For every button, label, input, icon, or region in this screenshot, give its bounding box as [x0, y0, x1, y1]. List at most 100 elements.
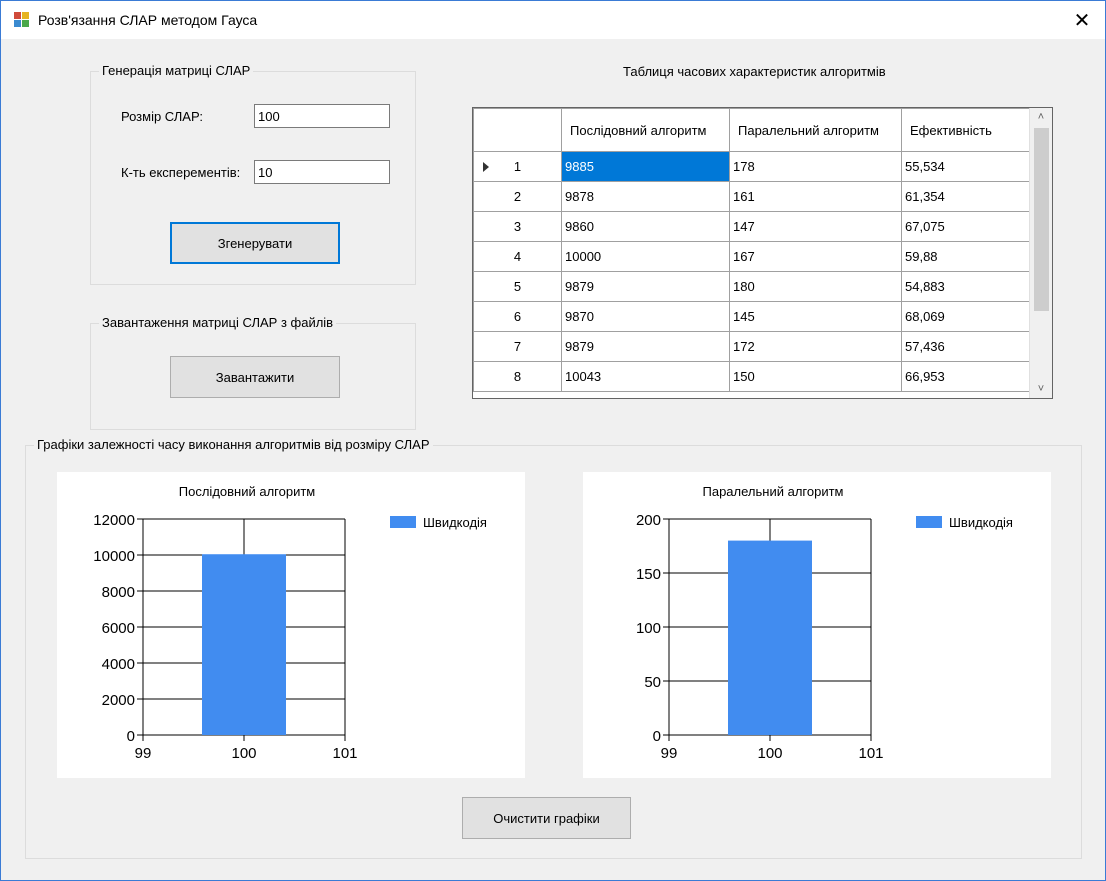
table-row[interactable]: 3 9860 147 67,075: [473, 211, 1030, 242]
scroll-down-icon[interactable]: ˅: [1037, 383, 1045, 395]
size-input[interactable]: [254, 104, 390, 128]
loading-group-legend: Завантаження матриці СЛАР з файлів: [99, 315, 337, 330]
x-tick-label: 99: [135, 745, 152, 762]
sequential-cell[interactable]: 9870: [561, 301, 730, 332]
table-row[interactable]: 6 9870 145 68,069: [473, 301, 1030, 332]
charts-group: Графіки залежності часу виконання алгори…: [25, 437, 1082, 859]
sequential-cell[interactable]: 10000: [561, 241, 730, 272]
window-title: Розв'язання СЛАР методом Гауса: [38, 12, 258, 28]
y-tick-label: 6000: [102, 620, 135, 637]
efficiency-cell[interactable]: 55,534: [901, 151, 1030, 182]
table-caption: Таблиця часових характеристик алгоритмів: [623, 64, 886, 79]
chart-svg: Послідовний алгоритм 0 2000 4000 6000 8000 100…: [93, 484, 487, 762]
row-header[interactable]: 8: [473, 361, 562, 392]
legend-swatch: [916, 516, 942, 528]
efficiency-cell[interactable]: 61,354: [901, 181, 1030, 212]
table-header-row: Послідовний алгоритм Паралельний алгорит…: [473, 108, 1030, 152]
row-header[interactable]: 1: [473, 151, 562, 182]
generation-group: Генерація матриці СЛАР: [90, 63, 416, 285]
column-header-sequential[interactable]: Послідовний алгоритм: [561, 108, 730, 152]
sequential-cell[interactable]: 9879: [561, 271, 730, 302]
row-number: 1: [513, 159, 522, 174]
chart-svg: Паралельний алгоритм 0 50 100 150 200 99 100 101…: [636, 484, 1013, 762]
column-header-parallel[interactable]: Паралельний алгоритм: [729, 108, 902, 152]
results-grid[interactable]: Послідовний алгоритм Паралельний алгорит…: [472, 107, 1053, 399]
sequential-chart: Послідовний алгоритм 0 2000 4000 6000 8000 100…: [57, 472, 525, 778]
grid-vertical-scrollbar[interactable]: ˄ ˅: [1029, 108, 1052, 398]
efficiency-cell[interactable]: 67,075: [901, 211, 1030, 242]
row-header[interactable]: 2: [473, 181, 562, 212]
parallel-cell[interactable]: 172: [729, 331, 902, 362]
generation-group-legend: Генерація матриці СЛАР: [99, 63, 254, 78]
efficiency-cell[interactable]: 66,953: [901, 361, 1030, 392]
x-tick-label: 100: [231, 745, 256, 762]
clear-charts-button[interactable]: Очистити графіки: [462, 797, 631, 839]
loading-group: Завантаження матриці СЛАР з файлів: [90, 315, 416, 430]
y-tick-label: 10000: [93, 548, 135, 565]
current-row-arrow-icon: [483, 162, 489, 172]
y-tick-label: 8000: [102, 584, 135, 601]
row-header[interactable]: 6: [473, 301, 562, 332]
parallel-cell[interactable]: 150: [729, 361, 902, 392]
scroll-up-icon[interactable]: ˄: [1037, 111, 1045, 123]
efficiency-cell[interactable]: 59,88: [901, 241, 1030, 272]
parallel-cell[interactable]: 180: [729, 271, 902, 302]
experiments-input[interactable]: [254, 160, 390, 184]
parallel-cell[interactable]: 167: [729, 241, 902, 272]
legend-label: Швидкодія: [949, 515, 1013, 530]
app-icon: [14, 12, 30, 28]
sequential-cell[interactable]: 9885: [561, 151, 730, 182]
parallel-cell[interactable]: 145: [729, 301, 902, 332]
close-icon[interactable]: ✕: [1073, 9, 1091, 32]
sequential-cell[interactable]: 10043: [561, 361, 730, 392]
table-row[interactable]: 8 10043 150 66,953: [473, 361, 1030, 392]
parallel-cell[interactable]: 147: [729, 211, 902, 242]
table-row[interactable]: 4 10000 167 59,88: [473, 241, 1030, 272]
x-tick-label: 100: [757, 745, 782, 762]
efficiency-cell[interactable]: 57,436: [901, 331, 1030, 362]
sequential-cell[interactable]: 9878: [561, 181, 730, 212]
table-row[interactable]: 5 9879 180 54,883: [473, 271, 1030, 302]
size-label: Розмір СЛАР:: [121, 109, 203, 124]
chart-title: Послідовний алгоритм: [179, 484, 316, 499]
efficiency-cell[interactable]: 68,069: [901, 301, 1030, 332]
generate-button[interactable]: Згенерувати: [170, 222, 340, 264]
efficiency-cell[interactable]: 54,883: [901, 271, 1030, 302]
legend-swatch: [390, 516, 416, 528]
y-tick-label: 0: [653, 728, 661, 745]
load-button[interactable]: Завантажити: [170, 356, 340, 398]
table-row[interactable]: 7 9879 172 57,436: [473, 331, 1030, 362]
bar: [202, 554, 286, 735]
y-tick-label: 0: [127, 728, 135, 745]
sequential-cell[interactable]: 9860: [561, 211, 730, 242]
parallel-cell[interactable]: 178: [729, 151, 902, 182]
x-tick-label: 99: [661, 745, 678, 762]
charts-group-legend: Графіки залежності часу виконання алгори…: [34, 437, 433, 452]
y-tick-label: 12000: [93, 512, 135, 529]
row-header[interactable]: 4: [473, 241, 562, 272]
row-header[interactable]: 5: [473, 271, 562, 302]
chart-title: Паралельний алгоритм: [703, 484, 844, 499]
y-tick-label: 100: [636, 620, 661, 637]
y-tick-label: 200: [636, 512, 661, 529]
table-row[interactable]: 1 9885 178 55,534: [473, 151, 1030, 182]
title-bar: Розв'язання СЛАР методом Гауса ✕: [1, 1, 1105, 39]
corner-header: [473, 108, 562, 152]
results-table: Послідовний алгоритм Паралельний алгорит…: [473, 108, 1030, 392]
experiments-label: К-ть експерементів:: [121, 165, 241, 180]
parallel-chart: Паралельний алгоритм 0 50 100 150 200 99 100 101…: [583, 472, 1051, 778]
x-tick-label: 101: [332, 745, 357, 762]
column-header-efficiency[interactable]: Ефективність: [901, 108, 1030, 152]
sequential-cell[interactable]: 9879: [561, 331, 730, 362]
y-tick-label: 2000: [102, 692, 135, 709]
y-tick-label: 4000: [102, 656, 135, 673]
row-header[interactable]: 3: [473, 211, 562, 242]
y-tick-label: 50: [644, 674, 661, 691]
row-header[interactable]: 7: [473, 331, 562, 362]
table-row[interactable]: 2 9878 161 61,354: [473, 181, 1030, 212]
legend-label: Швидкодія: [423, 515, 487, 530]
parallel-cell[interactable]: 161: [729, 181, 902, 212]
y-tick-label: 150: [636, 566, 661, 583]
scroll-thumb[interactable]: [1034, 128, 1049, 311]
